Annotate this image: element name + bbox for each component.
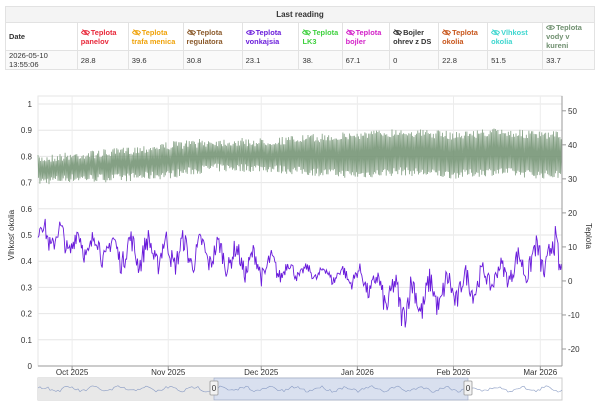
right-tick-label: 30 [568, 175, 577, 184]
column-label: Teplota regulatora [186, 27, 223, 46]
x-axis: Oct 2025 Nov 2025 Dec 2025 Jan 2026 Feb 2026… [38, 365, 562, 377]
column-label: Teplota bojler [345, 27, 382, 46]
left-tick-label: 0.4 [21, 257, 33, 266]
navigator-handle-label: 0 [466, 384, 471, 393]
table-cell: 67.1 [341, 50, 391, 70]
navigator-mask-left [38, 378, 214, 400]
left-axis: 0 0.1 0.2 0.3 0.4 0.5 0.6 0.7 0.8 0.9 1 [21, 100, 33, 371]
left-tick-label: 0.2 [21, 310, 33, 319]
column-label: Vlhkost okolia [491, 27, 528, 46]
table-cell: 28.8 [76, 50, 129, 70]
column-header[interactable]: Teplota panelov [76, 22, 129, 51]
column-header[interactable]: Teplota LK3 [298, 22, 343, 51]
series-line-water-temp [37, 128, 563, 185]
last-reading-table: Last reading Date Teplota panelov Teplota … [5, 6, 595, 70]
left-tick-label: 0.6 [21, 205, 33, 214]
series-line-outdoor-temp [37, 218, 563, 328]
table-row: 2026-05-10 13:55:06 28.8 39.6 30.8 23.1 38. 67… [5, 50, 595, 70]
eye-icon[interactable] [546, 23, 556, 32]
left-tick-label: 0.3 [21, 283, 33, 292]
navigator-series [37, 385, 563, 393]
series-layer [37, 128, 563, 328]
table-cell: 0 [389, 50, 440, 70]
x-tick-label: Nov 2025 [151, 368, 186, 377]
left-tick-label: 0.7 [21, 179, 33, 188]
navigator-handle-label: 0 [212, 384, 217, 393]
column-label: Teplota LK3 [302, 27, 339, 46]
left-tick-label: 0.8 [21, 152, 33, 161]
eye-slash-icon[interactable] [442, 28, 452, 37]
x-tick-label: Feb 2026 [437, 368, 471, 377]
column-label: Date [9, 32, 26, 41]
table-cell: 33.7 [542, 50, 595, 70]
column-header[interactable]: Vlhkost okolia [487, 22, 544, 51]
right-tick-label: 10 [568, 243, 577, 252]
table-cell: 38. [298, 50, 343, 70]
table-cell: 2026-05-10 13:55:06 [5, 50, 78, 70]
column-label: Teplota vonkajsia [245, 27, 282, 46]
right-tick-label: -20 [568, 345, 580, 354]
eye-icon[interactable] [245, 28, 256, 37]
left-tick-label: 0 [28, 362, 33, 371]
column-header[interactable]: Teplota trafa menica [127, 22, 184, 51]
column-header[interactable]: Teplota bojler [341, 22, 391, 51]
column-label: Teplota okolia [442, 27, 478, 46]
column-label: Teplota vody v kureni [546, 23, 582, 50]
x-tick-label: Jan 2026 [341, 368, 374, 377]
column-label: Bojler ohrev z DS [393, 27, 432, 46]
eye-slash-icon[interactable] [491, 28, 501, 37]
left-tick-label: 0.1 [21, 336, 33, 345]
right-axis: -20 -10 0 10 20 30 40 50 [561, 96, 580, 366]
navigator-handle-left[interactable] [209, 380, 219, 396]
right-axis-title: Teplota [584, 223, 593, 249]
eye-slash-icon[interactable] [393, 28, 403, 37]
column-header[interactable]: Teplota vonkajsia [241, 22, 300, 51]
right-tick-label: 50 [568, 107, 577, 116]
left-tick-label: 0.5 [21, 231, 33, 240]
right-tick-label: 40 [568, 141, 577, 150]
header-row: Date Teplota panelov Teplota trafa menica T… [5, 22, 595, 51]
navigator-handle-right[interactable] [463, 380, 473, 396]
table-caption: Last reading [5, 6, 595, 23]
left-axis-title: Vlhkosť okolia [7, 209, 16, 260]
left-tick-label: 0.9 [21, 126, 33, 135]
column-label: Teplota panelov [80, 27, 117, 46]
left-tick-label: 1 [28, 100, 33, 109]
table-cell: 30.8 [182, 50, 243, 70]
column-label: Teplota trafa menica [131, 27, 176, 46]
right-tick-label: 20 [568, 209, 577, 218]
eye-slash-icon[interactable] [186, 28, 197, 37]
x-tick-label: Mar 2026 [523, 368, 557, 377]
x-tick-label: Dec 2025 [244, 368, 279, 377]
x-tick-label: Oct 2025 [56, 368, 89, 377]
table-cell: 39.6 [127, 50, 184, 70]
eye-slash-icon[interactable] [80, 28, 91, 37]
right-tick-label: 0 [568, 277, 573, 286]
column-header[interactable]: Teplota regulatora [182, 22, 243, 51]
eye-slash-icon[interactable] [302, 28, 312, 37]
table-cell: 22.8 [438, 50, 489, 70]
navigator-selection[interactable] [213, 377, 469, 401]
eye-slash-icon[interactable] [345, 28, 356, 37]
right-tick-label: -10 [568, 311, 580, 320]
table-cell: 51.5 [487, 50, 544, 70]
table-cell: 23.1 [241, 50, 300, 70]
column-header[interactable]: Bojler ohrev z DS [389, 22, 440, 51]
eye-slash-icon[interactable] [131, 28, 142, 37]
